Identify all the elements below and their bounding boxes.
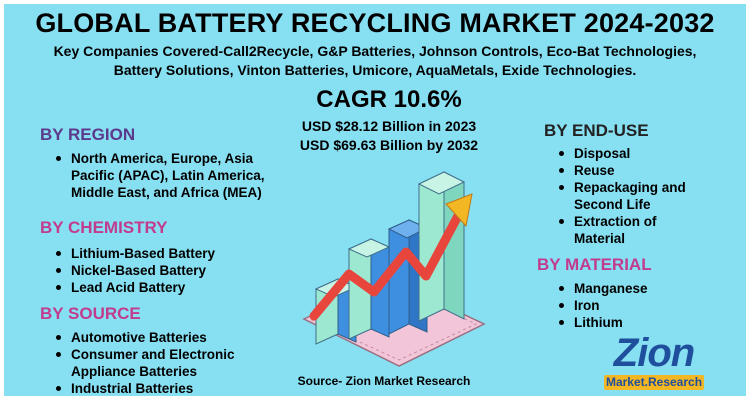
end-use-heading: BY END-USE [544,121,649,140]
cagr-value: CAGR 10.6% [316,86,462,113]
list-item: Lithium [557,314,717,331]
logo-subtitle: Market.Research [604,375,704,390]
list-item: Lithium-Based Battery [54,245,274,262]
arrow-head [445,193,473,228]
growth-chart-illustration [302,171,486,367]
material-list: Manganese Iron Lithium [557,280,717,331]
region-list: North America, Europe, Asia Pacific (APA… [54,150,294,201]
key-companies-line: Battery Solutions, Vinton Batteries, Umi… [113,62,637,78]
material-heading: BY MATERIAL [537,255,652,274]
list-item: Consumer and Electronic Appliance Batter… [54,346,274,380]
market-value-2032: USD $69.63 Billion by 2032 [299,137,479,153]
region-heading: BY REGION [40,125,136,144]
source-note: Source- Zion Market Research [297,374,471,388]
list-item: Automotive Batteries [54,329,274,346]
market-value-2023: USD $28.12 Billion in 2023 [301,118,477,134]
bar-top [417,171,466,195]
list-item: North America, Europe, Asia Pacific (APA… [54,150,294,201]
list-item: Lead Acid Battery [54,279,274,296]
zion-logo: Zion Market.Research [594,331,714,395]
list-item: Disposal [557,145,737,162]
infographic: GLOBAL BATTERY RECYCLING MARKET 2024-203… [4,4,746,396]
list-item: Iron [557,297,717,314]
list-item: Extraction of Material [557,213,737,247]
list-item: Reuse [557,162,737,179]
key-companies-line: Key Companies Covered-Call2Recycle, G&P … [53,43,697,59]
list-item: Nickel-Based Battery [54,262,274,279]
trend-arrow [309,209,464,321]
end-use-list: Disposal Reuse Repackaging and Second Li… [557,145,737,247]
list-item: Industrial Batteries [54,380,274,396]
logo-wordmark: Zion [613,331,695,375]
page-title: GLOBAL BATTERY RECYCLING MARKET 2024-203… [35,8,715,38]
key-companies: Key Companies Covered-Call2Recycle, G&P … [4,42,746,80]
source-list: Automotive Batteries Consumer and Electr… [54,329,274,396]
list-item: Manganese [557,280,717,297]
source-heading: BY SOURCE [40,304,141,323]
chemistry-heading: BY CHEMISTRY [40,218,168,237]
list-item: Repackaging and Second Life [557,179,737,213]
chemistry-list: Lithium-Based Battery Nickel-Based Batte… [54,245,274,296]
